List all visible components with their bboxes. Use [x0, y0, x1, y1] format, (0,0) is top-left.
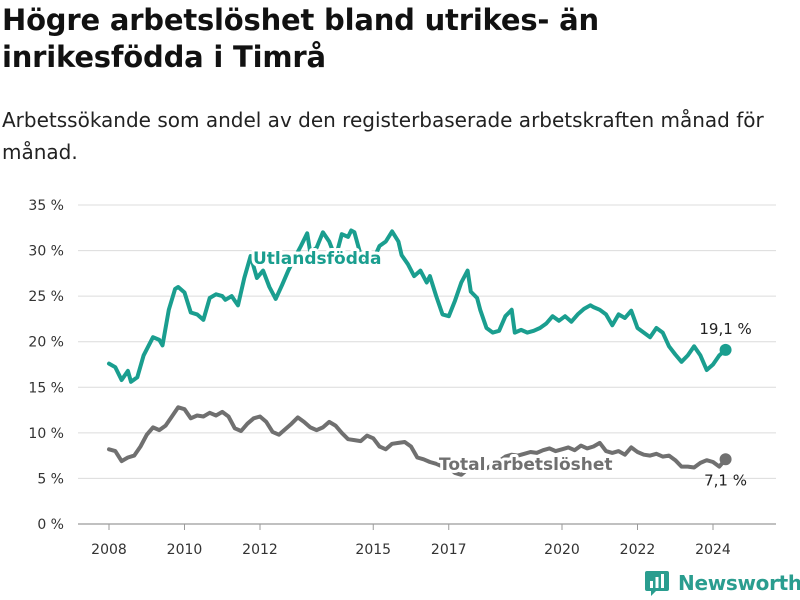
x-tick-label: 2017 — [431, 542, 467, 558]
series-name-label: Total arbetslöshet — [439, 455, 613, 475]
axes: 0 % 5 % 10 % 15 % 20 % 25 % 30 % 35 % 2008 2010 20… — [28, 198, 730, 558]
chart-title: Högre arbetslöshet bland utrikes- än inr… — [2, 3, 599, 74]
x-tick-label: 2012 — [242, 542, 278, 558]
chart-subtitle: Arbetssökande som andel av den registerb… — [2, 108, 764, 164]
y-tick-label: 0 % — [37, 517, 64, 533]
x-tick-label: 2024 — [695, 542, 731, 558]
brand-footer: Newsworthy — [644, 568, 800, 598]
y-tick-label: 30 % — [28, 244, 64, 260]
x-tick-label: 2008 — [91, 542, 127, 558]
series-line-total — [107, 405, 728, 477]
brand-name: Newsworthy — [678, 571, 800, 595]
y-tick-label: 35 % — [28, 198, 64, 214]
y-tick-label: 10 % — [28, 426, 64, 442]
series-end-point — [719, 343, 732, 356]
series-labels: 19,1 % 7,1 % Utlandsfödda Total arbetslöshe… — [250, 246, 752, 489]
series-end-label: 19,1 % — [699, 320, 751, 338]
y-tick-label: 20 % — [28, 335, 64, 351]
series-name-label: Utlandsfödda — [253, 249, 382, 269]
grid-lines — [78, 204, 776, 525]
series-line-utlandsfodda — [107, 228, 728, 384]
bar-chart-logo-icon — [645, 571, 669, 596]
x-tick-label: 2022 — [620, 542, 656, 558]
y-tick-label: 25 % — [28, 289, 64, 305]
series-end-point — [719, 453, 732, 466]
x-tick-label: 2020 — [544, 542, 580, 558]
y-tick-label: 5 % — [37, 471, 64, 487]
y-tick-label: 15 % — [28, 380, 64, 396]
series-lines — [107, 228, 732, 477]
x-tick-label: 2010 — [167, 542, 203, 558]
series-end-label: 7,1 % — [704, 471, 747, 489]
x-tick-label: 2015 — [355, 542, 391, 558]
